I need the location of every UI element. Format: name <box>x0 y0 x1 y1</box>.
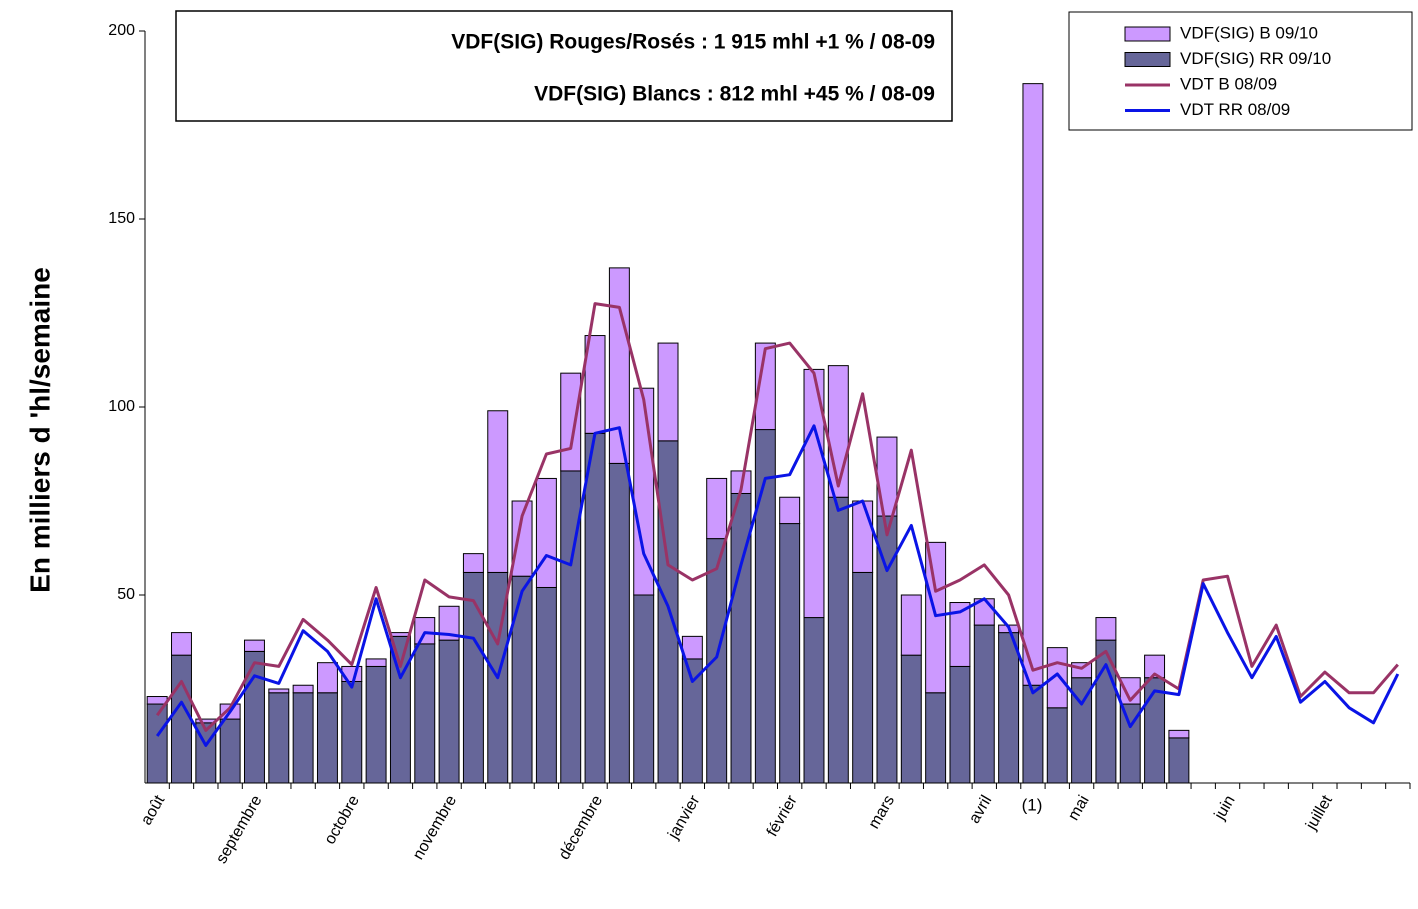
bar <box>365 658 387 667</box>
bar <box>876 436 898 517</box>
legend-swatch <box>1124 26 1171 42</box>
x-tick-label: décembre <box>556 793 606 863</box>
annotation: VDF(SIG) Rouges/Rosés : 1 915 mhl +1 % /… <box>451 31 935 54</box>
bar <box>1144 654 1166 679</box>
x-tick-label: mai <box>1065 793 1093 824</box>
bar <box>560 372 582 472</box>
x-tick-label: novembre <box>410 793 460 863</box>
bar <box>852 500 874 573</box>
x-tick-label: août <box>138 792 169 828</box>
bar <box>389 632 411 637</box>
bar <box>146 696 168 705</box>
bar <box>803 617 825 784</box>
bar <box>243 650 265 784</box>
bar <box>219 718 241 784</box>
bar <box>633 387 655 596</box>
bar <box>292 684 314 694</box>
bar <box>706 538 728 784</box>
legend-label: VDF(SIG) RR 09/10 <box>1180 49 1331 68</box>
bar <box>511 500 533 577</box>
bar <box>584 432 606 784</box>
bar <box>973 624 995 784</box>
bar <box>365 665 387 784</box>
bar <box>268 688 290 694</box>
bar <box>171 654 192 784</box>
bar <box>487 410 509 573</box>
bar <box>1168 737 1190 784</box>
bar <box>1168 729 1190 739</box>
bar <box>560 470 582 784</box>
bar <box>1095 617 1117 641</box>
bar <box>827 365 849 498</box>
x-tick-label: mars <box>866 793 899 832</box>
bar <box>1022 83 1044 686</box>
bar <box>462 553 484 573</box>
bar <box>438 605 460 641</box>
bar <box>1095 639 1117 784</box>
bar <box>146 703 168 784</box>
bar <box>900 594 922 656</box>
bar <box>827 496 849 784</box>
y-tick-label: 50 <box>117 586 135 603</box>
y-axis-label: En milliers d 'hl/semaine <box>24 267 55 593</box>
x-tick-label: juin <box>1211 793 1239 824</box>
bar <box>438 639 460 784</box>
x-tick-label: février <box>764 792 801 840</box>
bar <box>925 541 947 694</box>
bar <box>706 477 728 540</box>
bar <box>608 267 630 464</box>
bar <box>779 496 801 525</box>
x-tick-label: octobre <box>321 793 362 848</box>
bar <box>414 617 436 645</box>
bar <box>657 342 679 442</box>
legend-label: VDT RR 08/09 <box>1180 100 1290 119</box>
bar <box>316 692 338 784</box>
legend-swatch <box>1124 52 1171 67</box>
bar <box>462 571 484 784</box>
x-tick-label: septembre <box>213 793 266 867</box>
annotation: VDF(SIG) Blancs : 812 mhl +45 % / 08-09 <box>534 83 935 106</box>
x-tick-label: juillet <box>1303 792 1337 833</box>
bar <box>998 632 1020 784</box>
y-tick-label: 150 <box>108 210 135 227</box>
bar <box>1022 684 1044 784</box>
bar <box>268 692 290 784</box>
bar <box>608 462 630 784</box>
bar <box>949 665 971 784</box>
x-tick-label: janvier <box>665 792 704 843</box>
bar <box>414 643 436 784</box>
bar <box>754 342 776 431</box>
bar <box>633 594 655 784</box>
bar <box>292 692 314 784</box>
y-tick-label: 200 <box>108 22 135 39</box>
bar <box>949 602 971 667</box>
line <box>155 424 1400 747</box>
bar <box>900 654 922 784</box>
y-tick-label: 100 <box>108 398 135 415</box>
bar <box>535 477 557 588</box>
legend-label: VDF(SIG) B 09/10 <box>1180 23 1318 42</box>
annotation: (1) <box>1022 795 1043 814</box>
bar <box>171 632 192 656</box>
legend-label: VDT B 08/09 <box>1180 74 1277 93</box>
bar <box>852 571 874 784</box>
bar <box>1046 707 1068 784</box>
x-tick-label: avril <box>966 793 995 827</box>
bar <box>779 523 801 784</box>
bar <box>803 368 825 619</box>
bar <box>243 639 265 652</box>
bar <box>925 692 947 784</box>
annotation-box <box>175 10 953 122</box>
bar <box>657 440 679 784</box>
bar <box>316 662 338 694</box>
bar <box>511 575 533 784</box>
bar <box>535 586 557 784</box>
bar <box>341 680 363 784</box>
